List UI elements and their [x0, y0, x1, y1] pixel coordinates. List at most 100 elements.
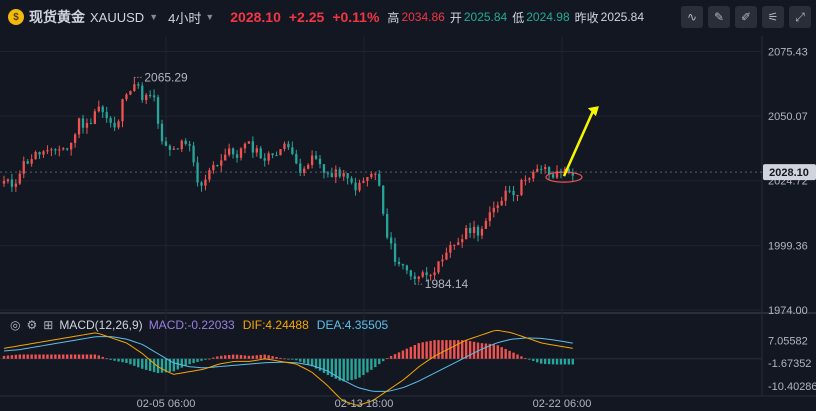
high-value: 2034.86 — [401, 10, 445, 24]
macd-histogram-bar — [129, 358, 132, 365]
fullscreen-icon[interactable]: ⤢ — [789, 6, 811, 28]
candle-body — [295, 153, 298, 164]
instrument-symbol[interactable]: XAUUSD — [90, 9, 145, 25]
candle-body — [310, 155, 314, 166]
eye-icon[interactable]: ◎ — [10, 318, 21, 332]
candle-body — [101, 106, 104, 113]
macd-histogram-bar — [231, 354, 235, 359]
instrument-name[interactable]: 现货黄金 — [29, 9, 85, 25]
chart-grid — [0, 36, 816, 397]
macd-histogram-bar — [445, 340, 448, 359]
candle-body — [259, 148, 262, 159]
macd-histogram-bar — [46, 354, 49, 359]
macd-histogram-bar — [148, 358, 152, 372]
macd-histogram-bar — [480, 343, 484, 359]
macd-histogram-bar — [18, 354, 21, 359]
price-change-percent: +0.11% — [332, 9, 380, 25]
macd-histogram-bar — [346, 358, 349, 381]
candle-body — [330, 173, 333, 178]
candle-body — [228, 148, 231, 155]
candle-body — [374, 173, 377, 175]
macd-histogram-bar — [350, 358, 353, 380]
candle-body — [496, 205, 499, 208]
draw-tool-icon[interactable]: ✎ — [708, 6, 730, 28]
macd-histogram-bar — [204, 358, 207, 360]
candle-body — [350, 178, 353, 183]
candle-body — [397, 261, 401, 265]
candle-body — [536, 168, 539, 172]
high-annotation: 2065.29 — [144, 70, 188, 84]
macd-histogram-bar — [342, 358, 345, 382]
candle-body — [366, 177, 369, 181]
macd-histogram-bar — [121, 358, 124, 363]
last-price: 2028.10 — [230, 9, 281, 25]
candle-body — [184, 140, 187, 145]
timeframe-selector[interactable]: 4小时 — [168, 10, 202, 26]
candle-body — [235, 154, 239, 158]
symbol-header: $ 现货黄金 XAUUSD ▼ 4小时 ▼ 2028.10 +2.25 +0.1… — [0, 0, 816, 34]
candle-body — [571, 172, 574, 176]
dif-value: DIF:4.24488 — [242, 318, 309, 332]
candle-body — [492, 207, 495, 213]
trend-arrow-head — [587, 106, 599, 117]
macd-histogram-bar — [370, 358, 373, 370]
candle-body — [54, 149, 57, 151]
settings-gear-icon[interactable]: ⚙ — [26, 318, 38, 332]
chart-toolbar: ∿ ✎ ✐ ⚟ ⤢ — [677, 0, 816, 34]
chevron-down-icon[interactable]: ▼ — [149, 12, 159, 22]
candle-body — [555, 171, 559, 178]
candle-body — [401, 264, 405, 266]
macd-histogram-bar — [141, 358, 144, 369]
macd-value: MACD:-0.22033 — [148, 318, 235, 332]
candle-body — [172, 148, 175, 150]
macd-histogram-bar — [81, 354, 85, 359]
macd-histogram-bar — [50, 354, 53, 359]
candle-body — [342, 173, 345, 177]
candle-body — [18, 173, 21, 184]
macd-histogram-bar — [180, 358, 183, 368]
macd-histogram-bar — [77, 354, 81, 359]
dea-line — [3, 336, 573, 392]
brush-icon[interactable]: ✐ — [735, 6, 757, 28]
candle-body — [433, 272, 436, 276]
highlight-ellipse — [545, 171, 583, 183]
price-change: +2.25 — [288, 9, 325, 25]
candle-body — [476, 226, 480, 236]
candle-body — [145, 94, 148, 101]
macd-histogram-bar — [524, 358, 527, 359]
macd-histogram-bar — [69, 354, 73, 359]
candle-body — [81, 118, 85, 128]
macd-histogram-bar — [58, 354, 61, 359]
macd-histogram-bar — [551, 358, 555, 365]
macd-histogram-bar — [401, 350, 405, 359]
candle-body — [117, 121, 120, 128]
candle-body — [417, 276, 420, 279]
macd-histogram-bar — [318, 358, 322, 371]
macd-histogram-bar — [172, 358, 176, 372]
macd-histogram-bar — [2, 355, 6, 359]
macd-histogram-bar — [500, 347, 503, 359]
macd-tick-label: 7.05582 — [768, 335, 808, 347]
macd-histogram-bar — [464, 340, 468, 359]
macd-histogram-bar — [322, 358, 326, 373]
candle-body — [508, 190, 511, 192]
line-chart-icon[interactable]: ∿ — [681, 6, 703, 28]
timeframe-chevron-down-icon[interactable]: ▼ — [205, 12, 215, 22]
price-tick-label: 2050.07 — [768, 111, 808, 123]
macd-histogram-bar — [220, 355, 223, 359]
macd-histogram-bar — [409, 346, 413, 359]
macd-histogram-bar — [22, 354, 25, 359]
candle-body — [125, 94, 128, 100]
candle-body — [544, 167, 547, 169]
macd-histogram-bar — [208, 358, 211, 360]
candle-body — [251, 141, 254, 153]
macd-histogram-bar — [378, 358, 381, 365]
candle-body — [563, 168, 567, 174]
macd-histogram-bar — [235, 354, 239, 359]
candle-body — [38, 152, 41, 155]
candle-body — [66, 148, 69, 150]
candle-body — [354, 182, 357, 191]
collapse-icon[interactable]: ⊞ — [43, 318, 54, 332]
indicator-icon[interactable]: ⚟ — [762, 6, 784, 28]
